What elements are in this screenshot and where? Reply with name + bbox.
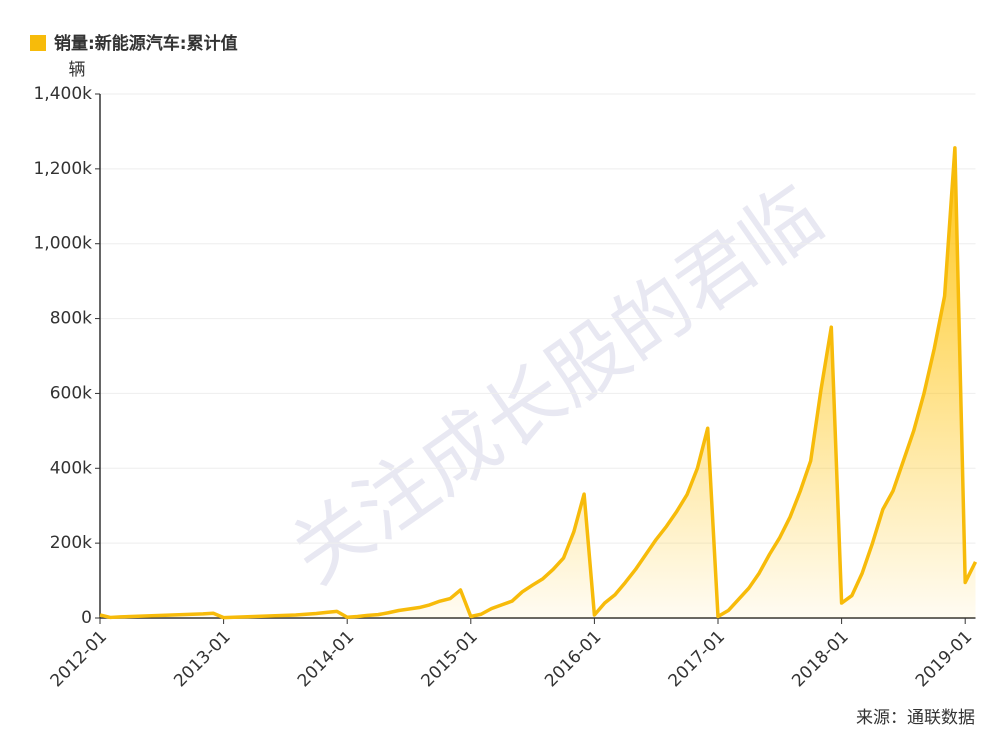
y-tick-label: 1,400k	[33, 84, 92, 104]
y-tick-label: 600k	[50, 383, 92, 403]
y-unit: 辆	[69, 60, 86, 80]
y-tick-label: 1,200k	[33, 159, 92, 179]
x-tick-label: 2015-01	[418, 627, 482, 691]
x-tick-label: 2013-01	[170, 627, 234, 691]
y-tick-label: 800k	[50, 309, 92, 329]
x-tick-label: 2012-01	[47, 627, 111, 691]
source: 来源：通联数据	[856, 708, 975, 728]
legend-swatch	[30, 35, 46, 51]
x-tick-label: 2014-01	[294, 627, 358, 691]
x-tick-label: 2018-01	[788, 627, 852, 691]
y-tick-label: 1,000k	[33, 234, 92, 254]
y-tick-label: 200k	[50, 533, 92, 553]
y-tick-label: 0	[81, 608, 92, 628]
x-tick-label: 2016-01	[541, 627, 605, 691]
area	[100, 147, 976, 618]
y-tick-label: 400k	[50, 458, 92, 478]
line	[99, 146, 978, 620]
watermark: 关注成长股的君临	[275, 170, 838, 602]
legend-label: 销量:新能源汽车:累计值	[54, 33, 238, 54]
x-tick-label: 2019-01	[912, 627, 976, 691]
x-tick-label: 2017-01	[665, 627, 729, 691]
